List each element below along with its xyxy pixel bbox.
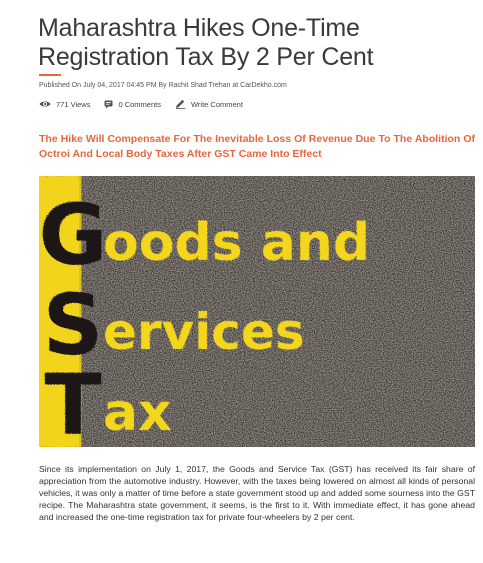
comment-icon bbox=[104, 100, 113, 109]
article-subtitle: The Hike Will Compensate For The Inevita… bbox=[39, 133, 475, 160]
views-label: 771 Views bbox=[56, 99, 91, 109]
line-goods-and: oods and bbox=[103, 213, 370, 273]
asphalt-background bbox=[39, 176, 475, 447]
write-comment-label: Write Comment bbox=[190, 99, 243, 109]
article-body: Since its implementation on July 1, 2017… bbox=[39, 464, 475, 523]
views-count: 771 Views bbox=[39, 100, 90, 109]
yellow-road-stripe bbox=[39, 176, 81, 447]
letter-g: G bbox=[39, 186, 107, 284]
title-accent-bar bbox=[39, 74, 61, 76]
article-title: Maharashtra Hikes One-Time Registration … bbox=[38, 14, 374, 71]
hero-image: G S T oods and ervices ax bbox=[39, 176, 475, 447]
letter-s: S bbox=[43, 276, 104, 374]
letter-t: T bbox=[44, 356, 101, 447]
gst-road-illustration: G S T oods and ervices ax bbox=[39, 176, 475, 447]
article-byline: Published On July 04, 2017 04:45 PM By R… bbox=[39, 82, 287, 89]
eye-icon bbox=[39, 101, 51, 107]
write-comment-link[interactable]: Write Comment bbox=[175, 99, 243, 109]
line-services: ervices bbox=[103, 303, 305, 361]
line-tax: ax bbox=[103, 383, 172, 443]
article-meta: 771 Views 0 Comments Write Comment bbox=[39, 98, 257, 110]
comments-link[interactable]: 0 Comments bbox=[104, 100, 161, 109]
comments-label: 0 Comments bbox=[118, 99, 161, 109]
pencil-icon bbox=[175, 99, 186, 109]
